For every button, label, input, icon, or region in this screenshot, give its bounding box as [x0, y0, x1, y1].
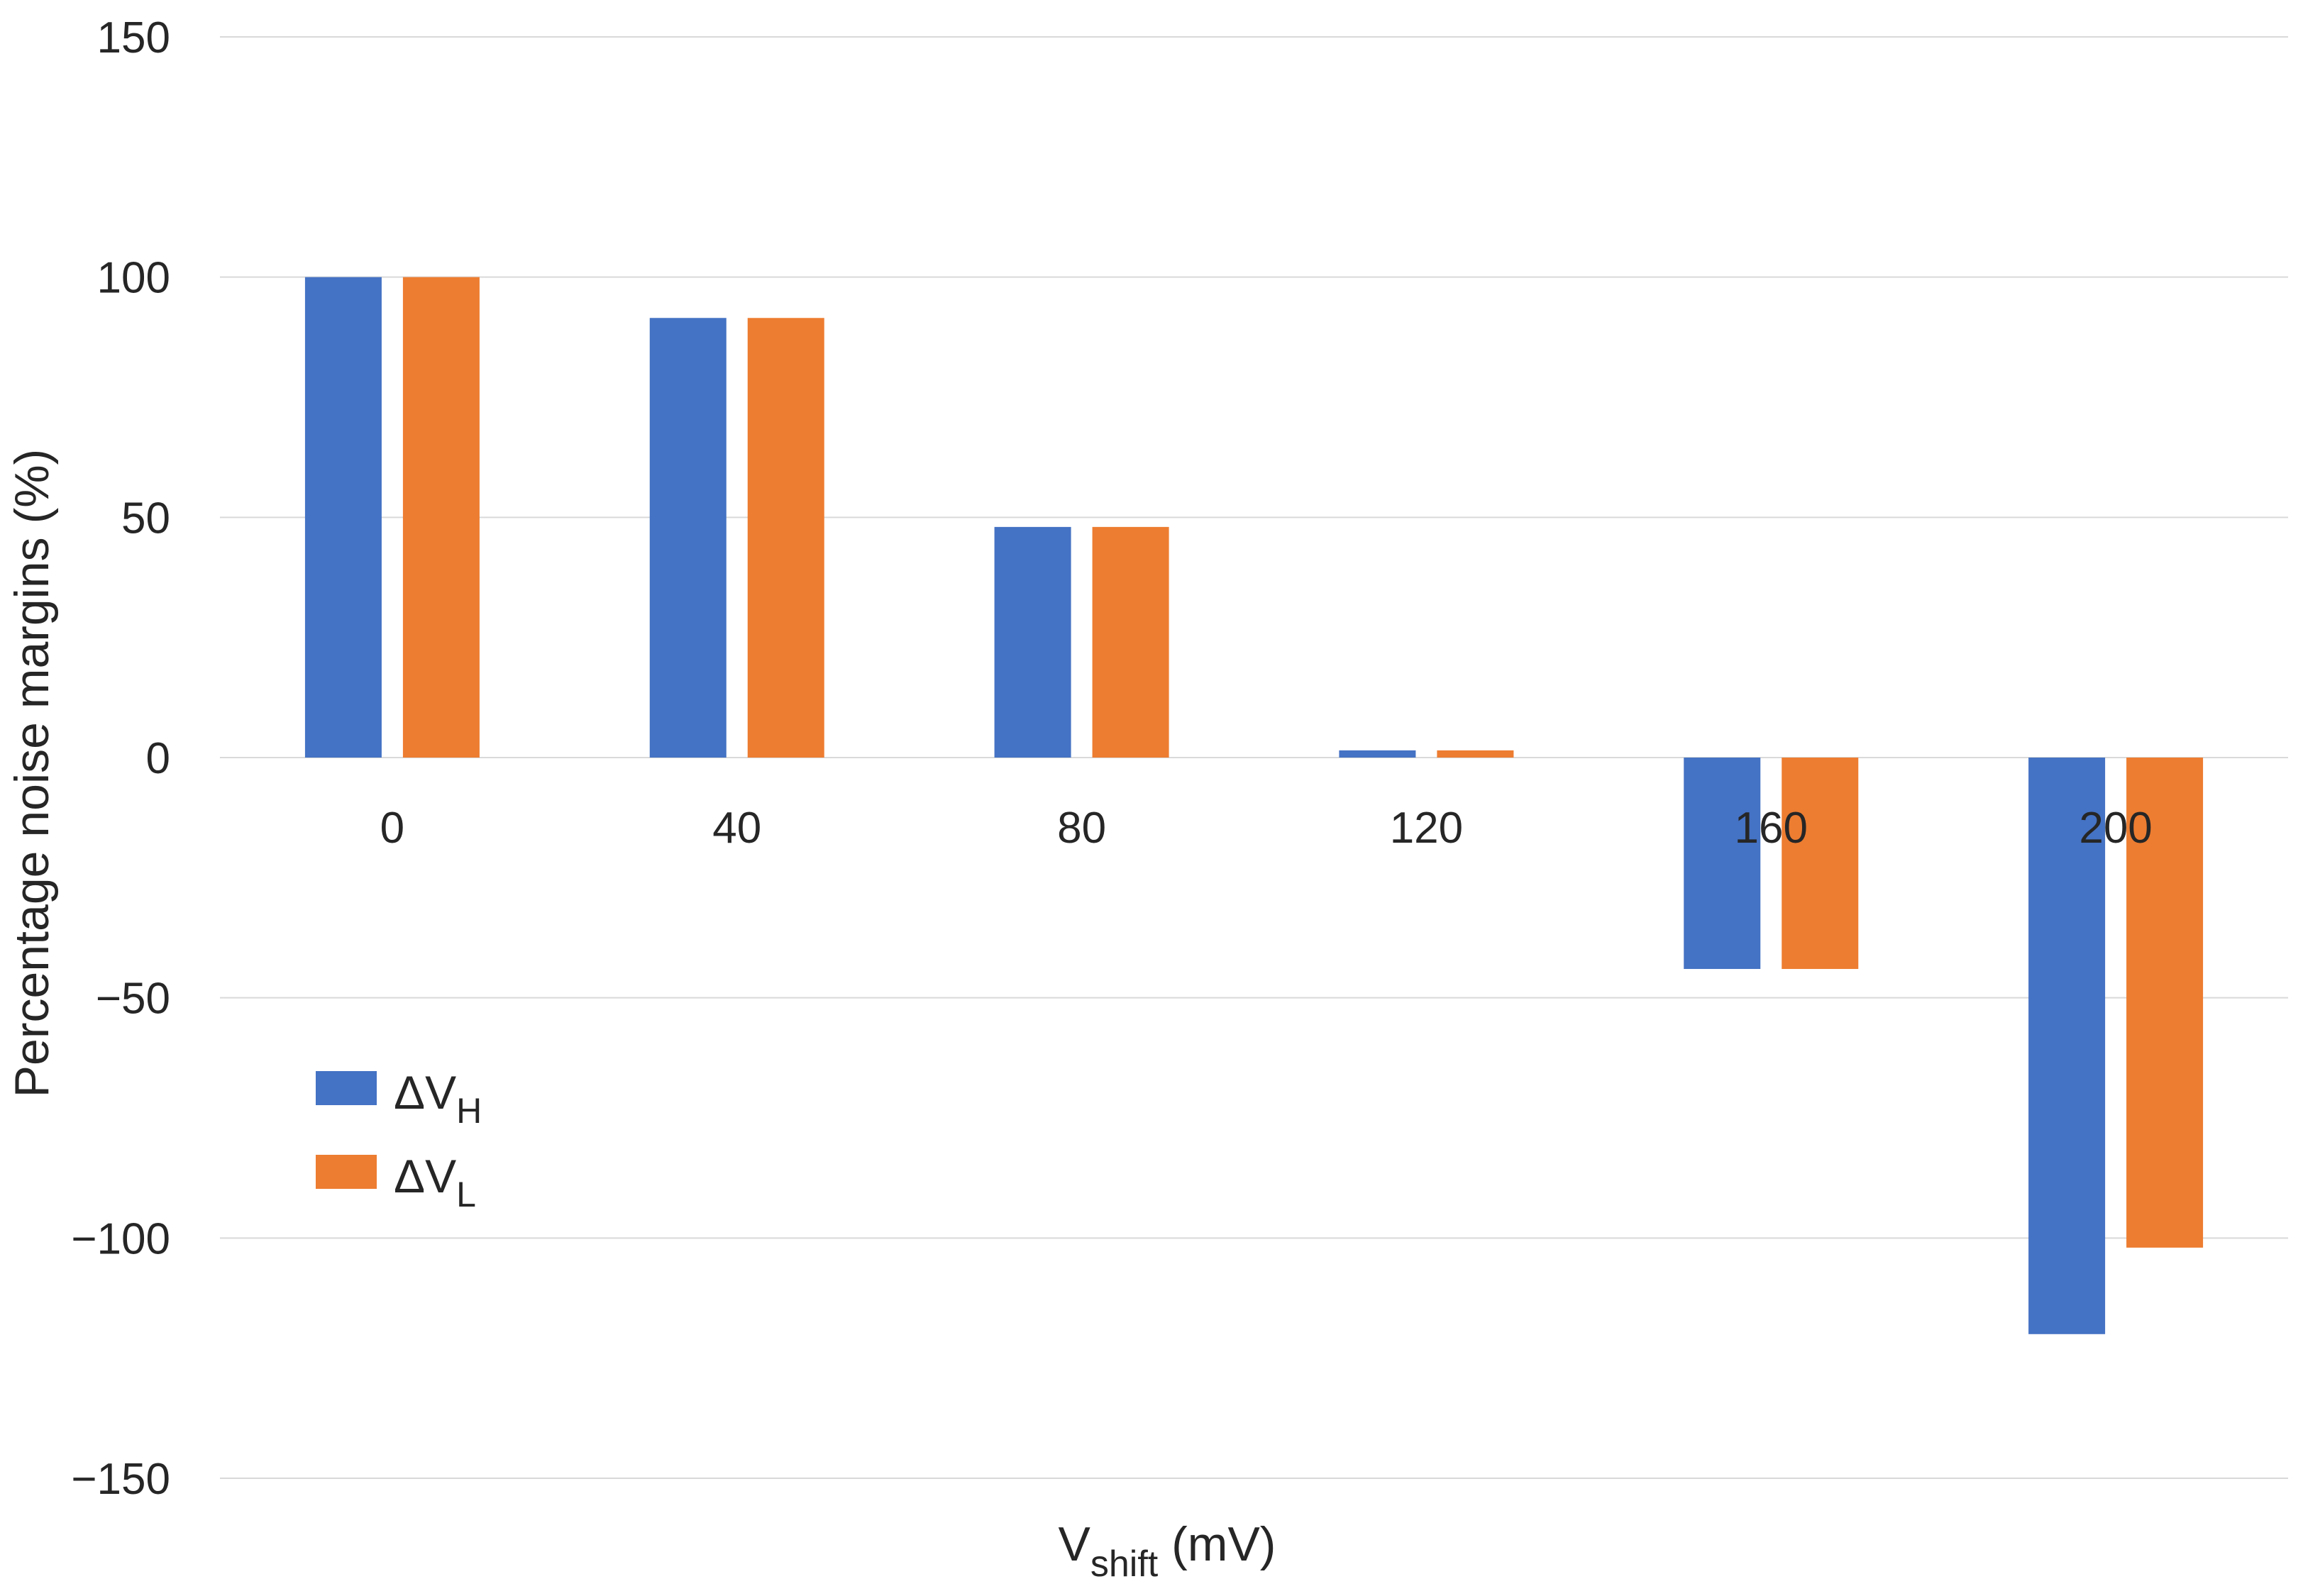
x-tick-label: 40: [712, 804, 761, 853]
bar-l-200: [2126, 758, 2204, 1248]
bar-h-40: [649, 318, 727, 758]
bar-h-200: [2028, 758, 2106, 1334]
x-axis-ticks: 0 40 80 120 160 200: [380, 804, 2153, 853]
x-tick-label: 0: [380, 804, 404, 853]
bar-h-0: [304, 277, 382, 758]
legend-item-dvh: ΔVH: [316, 1066, 482, 1131]
x-axis-title: Vshift (mV): [1059, 1517, 1276, 1585]
legend: ΔVH ΔVL: [316, 1066, 482, 1214]
y-tick-label: 100: [97, 254, 170, 303]
bar-h-120: [1339, 750, 1416, 758]
gridlines: [220, 36, 2288, 1479]
x-axis-title-main: V: [1059, 1517, 1091, 1571]
legend-label-main: ΔV: [394, 1066, 456, 1119]
legend-swatch: [316, 1155, 377, 1189]
legend-label-sub: L: [456, 1175, 476, 1214]
y-axis-ticks: 150 100 50 0 −50 −100 −150: [71, 13, 170, 1504]
legend-swatch: [316, 1071, 377, 1105]
bars: [304, 277, 2204, 1334]
bar-l-80: [1092, 526, 1169, 758]
x-tick-label: 120: [1390, 804, 1463, 853]
y-tick-label: −150: [71, 1455, 170, 1504]
y-tick-label: 0: [146, 734, 170, 783]
x-tick-label: 200: [2079, 804, 2152, 853]
y-tick-label: 150: [97, 13, 170, 62]
y-tick-label: −100: [71, 1214, 170, 1263]
y-tick-label: 50: [121, 494, 170, 543]
bar-l-0: [402, 277, 480, 758]
legend-label-main: ΔV: [394, 1150, 456, 1202]
x-axis-title-sub: shift: [1090, 1544, 1159, 1585]
bar-h-80: [994, 526, 1071, 758]
legend-label-sub: H: [456, 1091, 482, 1131]
legend-item-dvl: ΔVL: [316, 1150, 476, 1214]
legend-label: ΔVH: [394, 1066, 482, 1131]
bar-h-160: [1684, 758, 1761, 970]
legend-label: ΔVL: [394, 1150, 476, 1214]
bar-l-120: [1437, 750, 1514, 758]
x-axis-title-unit: (mV): [1158, 1517, 1276, 1571]
y-axis-title: Percentage noise margins (%): [5, 449, 59, 1098]
x-tick-label: 160: [1735, 804, 1808, 853]
x-tick-label: 80: [1057, 804, 1106, 853]
bar-l-40: [747, 318, 824, 758]
y-tick-label: −50: [96, 975, 170, 1024]
bar-l-160: [1782, 758, 1859, 970]
